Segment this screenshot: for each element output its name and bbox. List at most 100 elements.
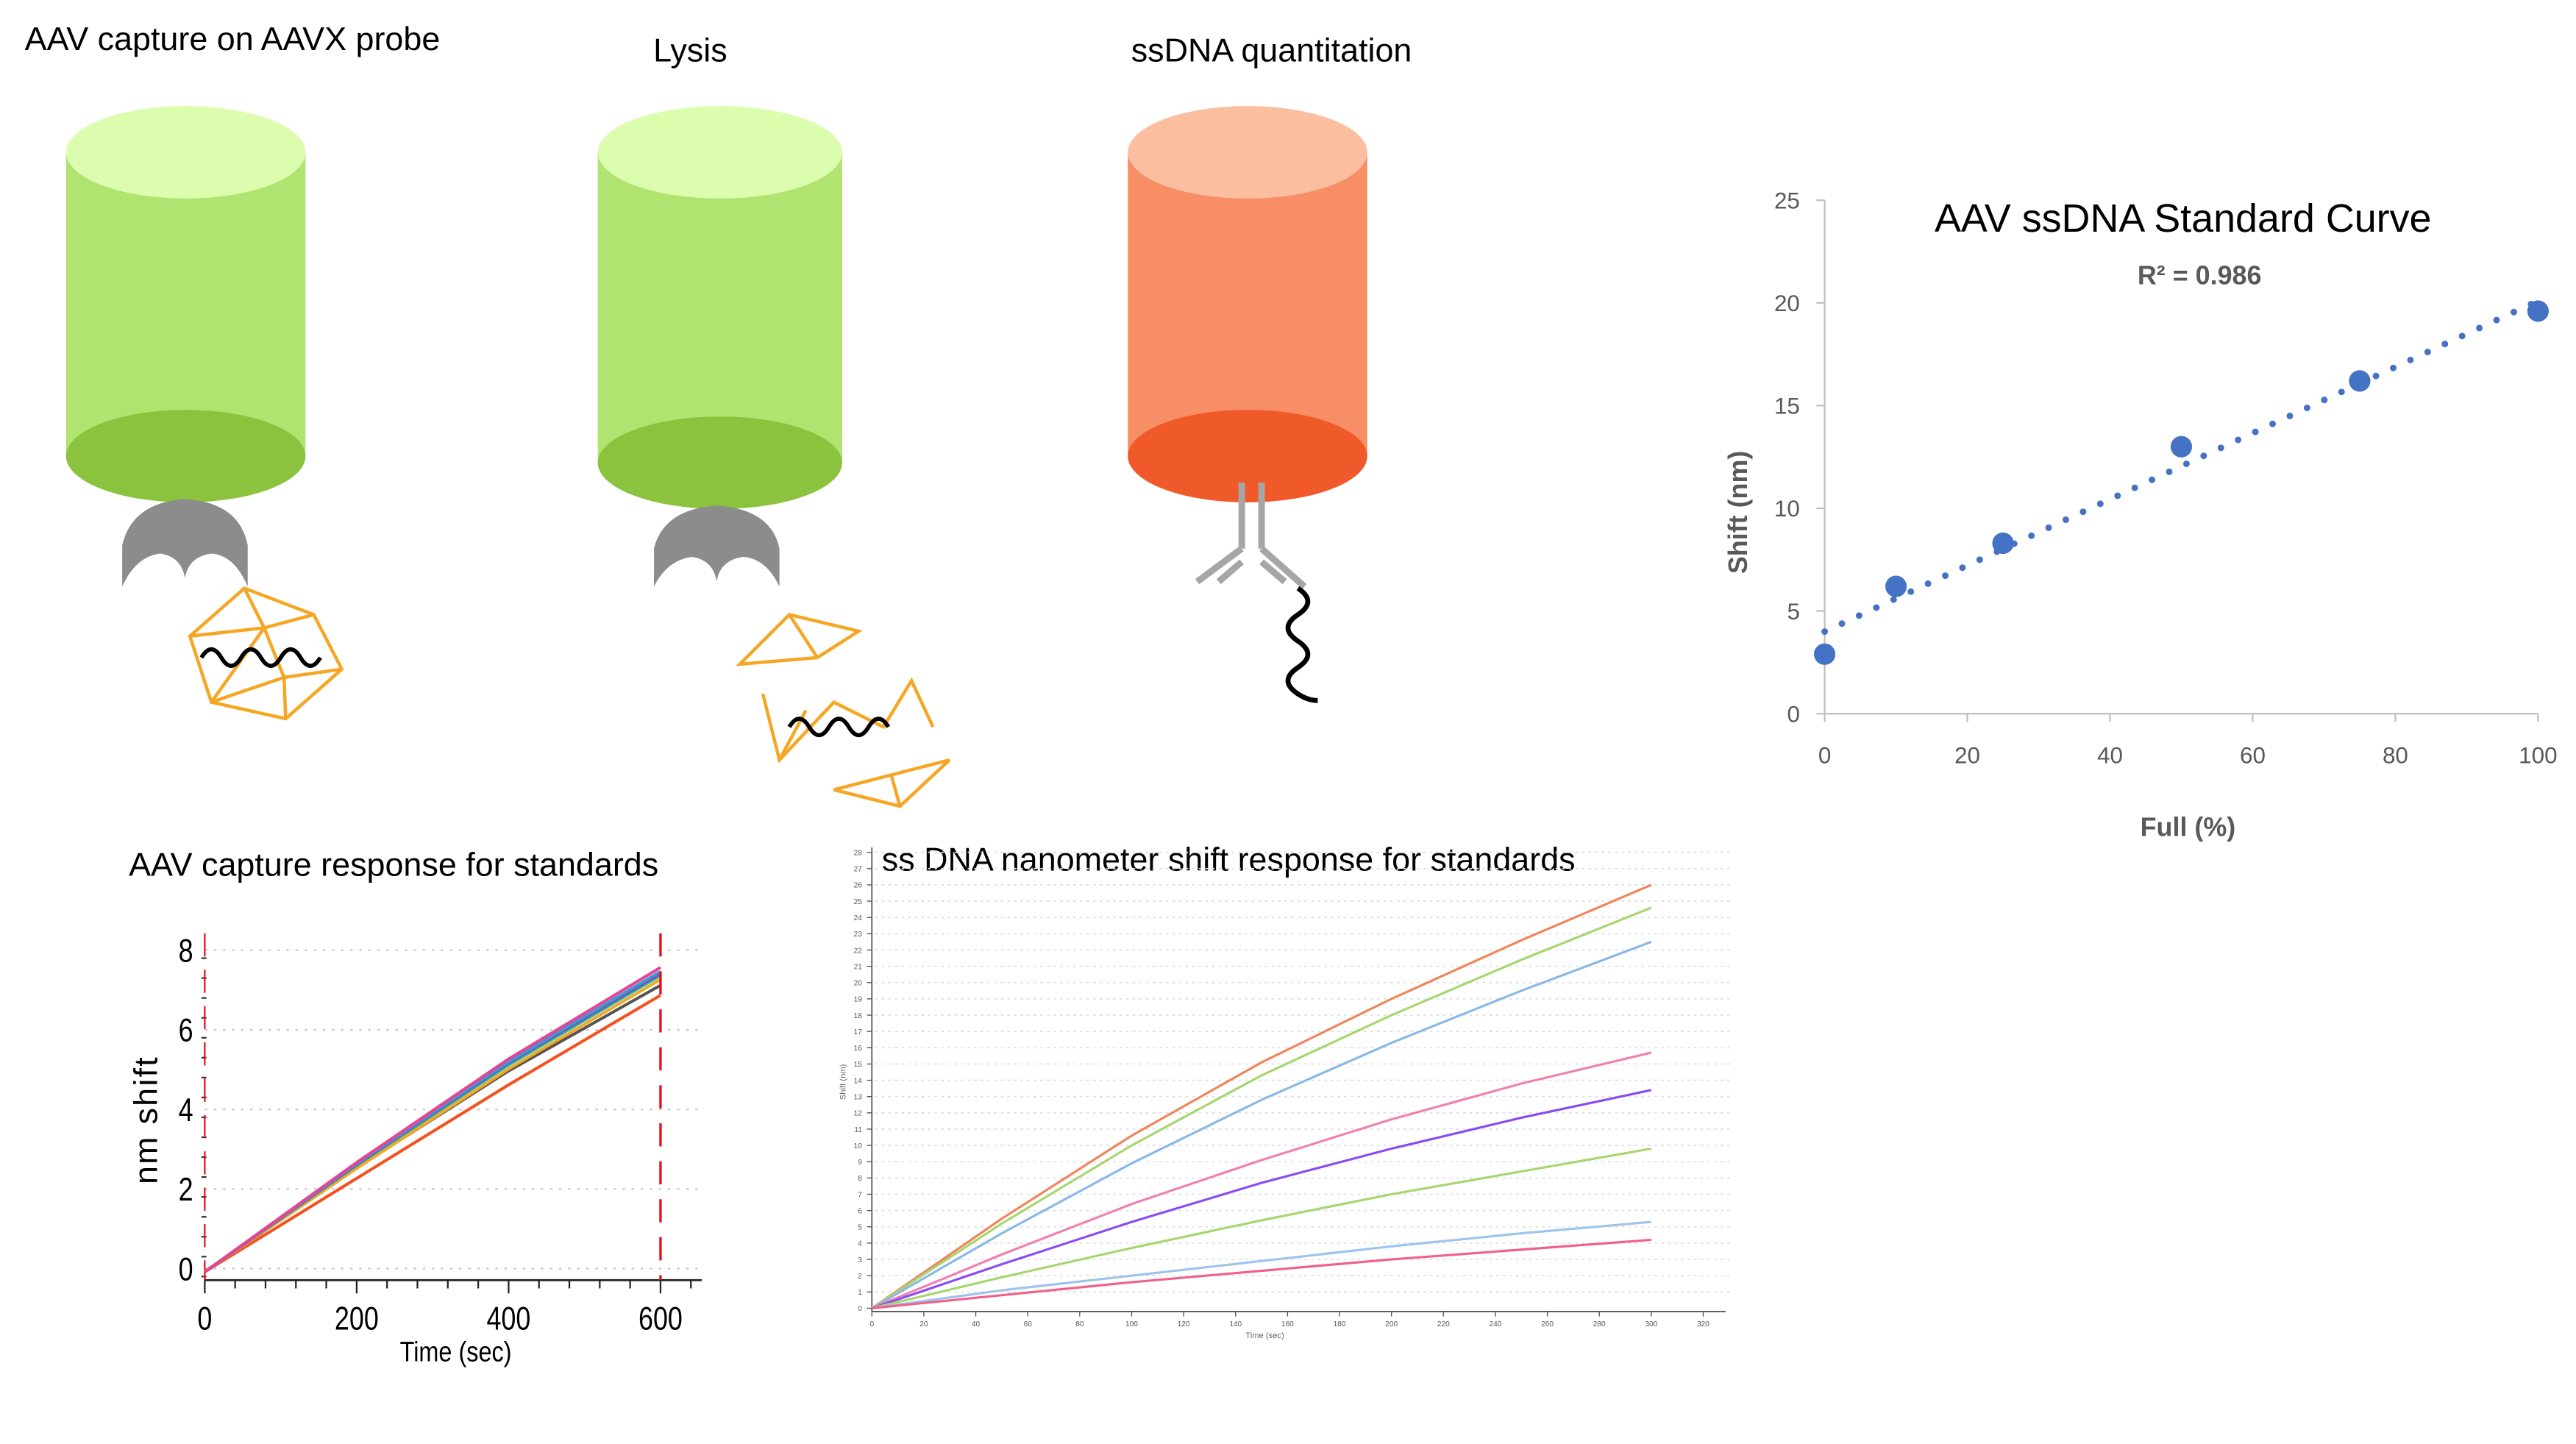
y-tick-label: 17: [854, 1028, 863, 1036]
chart-title: AAV capture response for standards: [129, 845, 658, 883]
lysis-title: Lysis: [653, 32, 727, 69]
series-line: [871, 1051, 1652, 1309]
biosensor-probe-lysis: [597, 106, 842, 509]
x-tick-label: 200: [335, 1300, 379, 1337]
y-tick-label: 25: [854, 898, 863, 906]
y-tick-label: 20: [1774, 291, 1800, 316]
x-tick-label: 180: [1334, 1320, 1346, 1329]
chart-title: ss DNA nanometer shift response for stan…: [882, 841, 1576, 878]
y-axis-label: Shift (nm): [1723, 451, 1753, 575]
data-point: [1885, 575, 1907, 597]
x-tick-label: 260: [1541, 1320, 1554, 1329]
y-tick-label: 23: [854, 931, 863, 939]
ssdna-icon: [1285, 586, 1318, 703]
trendline: [1821, 297, 2541, 636]
y-tick-label: 3: [858, 1256, 862, 1265]
x-tick-label: 60: [1024, 1320, 1033, 1329]
y-tick-label: 12: [854, 1110, 863, 1118]
aavx-ligand-icon: [122, 499, 248, 587]
quant-title: ssDNA quantitation: [1131, 32, 1412, 69]
y-tick-label: 11: [854, 1126, 862, 1134]
aav-capsid-icon: [188, 586, 344, 721]
capsid-fragments-icon: [735, 613, 951, 808]
x-tick-label: 160: [1281, 1320, 1294, 1329]
y-tick-label: 2: [179, 1170, 193, 1208]
x-tick-label: 20: [919, 1320, 928, 1329]
y-tick-label: 4: [858, 1240, 862, 1248]
biosensor-probe-capture: [65, 106, 306, 502]
y-tick-label: 10: [1774, 496, 1800, 522]
y-tick-label: 14: [854, 1077, 863, 1085]
capture-response-chart: AAV capture response for standards nm sh…: [127, 845, 702, 1367]
x-tick-label: 200: [1385, 1320, 1398, 1329]
y-tick-label: 15: [1774, 394, 1800, 419]
series-line: [872, 1238, 1651, 1309]
chart-title: AAV ssDNA Standard Curve: [1935, 196, 2432, 241]
x-tick-label: 400: [486, 1300, 530, 1337]
x-tick-label: 120: [1178, 1320, 1190, 1329]
x-tick-label: 40: [972, 1320, 981, 1329]
x-axis-label: Time (sec): [1245, 1331, 1284, 1340]
series-line: [204, 966, 661, 1273]
y-tick-label: 27: [854, 866, 863, 874]
y-axis-label: nm shift: [127, 1056, 164, 1184]
x-tick-label: 140: [1229, 1320, 1242, 1329]
y-tick-label: 5: [858, 1224, 862, 1232]
series-line: [871, 883, 1652, 1309]
series-line: [204, 994, 661, 1273]
data-point: [2527, 300, 2549, 322]
y-tick-label: 9: [858, 1159, 862, 1167]
x-axis-label: Full (%): [2141, 811, 2236, 842]
capture-title: AAV capture on AAVX probe: [25, 20, 441, 57]
y-axis-label: Shift (nm): [839, 1064, 847, 1100]
x-tick-label: 100: [1125, 1320, 1138, 1329]
biosensor-probe-quant: [1128, 106, 1367, 502]
y-tick-label: 7: [858, 1191, 862, 1199]
x-tick-label: 80: [1075, 1320, 1084, 1329]
standard-curve-chart: AAV ssDNA Standard Curve R² = 0.986 Shif…: [1723, 188, 2557, 842]
y-tick-label: 8: [179, 932, 193, 970]
dna-icon: [199, 647, 322, 668]
series-line: [872, 1220, 1651, 1309]
x-tick-label: 280: [1593, 1320, 1606, 1329]
series-line: [871, 940, 1652, 1309]
x-tick-label: 20: [1954, 743, 1980, 769]
y-tick-label: 5: [1787, 599, 1799, 625]
series-line: [871, 906, 1652, 1309]
y-tick-label: 0: [179, 1250, 193, 1287]
x-tick-label: 0: [197, 1300, 212, 1337]
y-tick-label: 19: [854, 996, 863, 1004]
y-tick-label: 6: [179, 1011, 193, 1049]
x-tick-label: 80: [2383, 743, 2408, 769]
y-tick-label: 18: [854, 1012, 863, 1020]
y-tick-label: 28: [854, 849, 863, 857]
data-point: [2349, 370, 2371, 392]
y-tick-label: 0: [858, 1305, 862, 1313]
y-tick-label: 0: [1787, 701, 1799, 727]
y-tick-label: 6: [858, 1207, 862, 1215]
x-tick-label: 320: [1697, 1320, 1709, 1329]
x-axis-label: Time (sec): [400, 1336, 512, 1367]
y-tick-label: 2: [858, 1273, 862, 1281]
x-tick-label: 0: [1818, 743, 1831, 769]
y-tick-label: 26: [854, 882, 863, 890]
ssdna-shift-chart: ss DNA nanometer shift response for stan…: [839, 841, 1731, 1340]
data-point: [1813, 643, 1836, 665]
y-tick-label: 22: [854, 947, 863, 955]
data-point: [2170, 435, 2193, 458]
x-tick-label: 60: [2240, 743, 2266, 769]
y-tick-label: 1: [858, 1289, 862, 1297]
series-line: [871, 1147, 1652, 1309]
y-tick-label: 8: [858, 1175, 862, 1183]
x-tick-label: 240: [1490, 1320, 1502, 1329]
dna-icon: [787, 716, 891, 738]
series-line: [871, 1089, 1652, 1309]
y-tick-label: 20: [854, 980, 863, 988]
y-tick-label: 16: [854, 1045, 863, 1053]
x-tick-label: 100: [2519, 743, 2557, 769]
y-tick-label: 4: [179, 1091, 193, 1128]
y-tick-label: 21: [854, 963, 863, 971]
aavx-ligand-icon: [653, 505, 780, 587]
y-tick-label: 15: [854, 1061, 863, 1069]
